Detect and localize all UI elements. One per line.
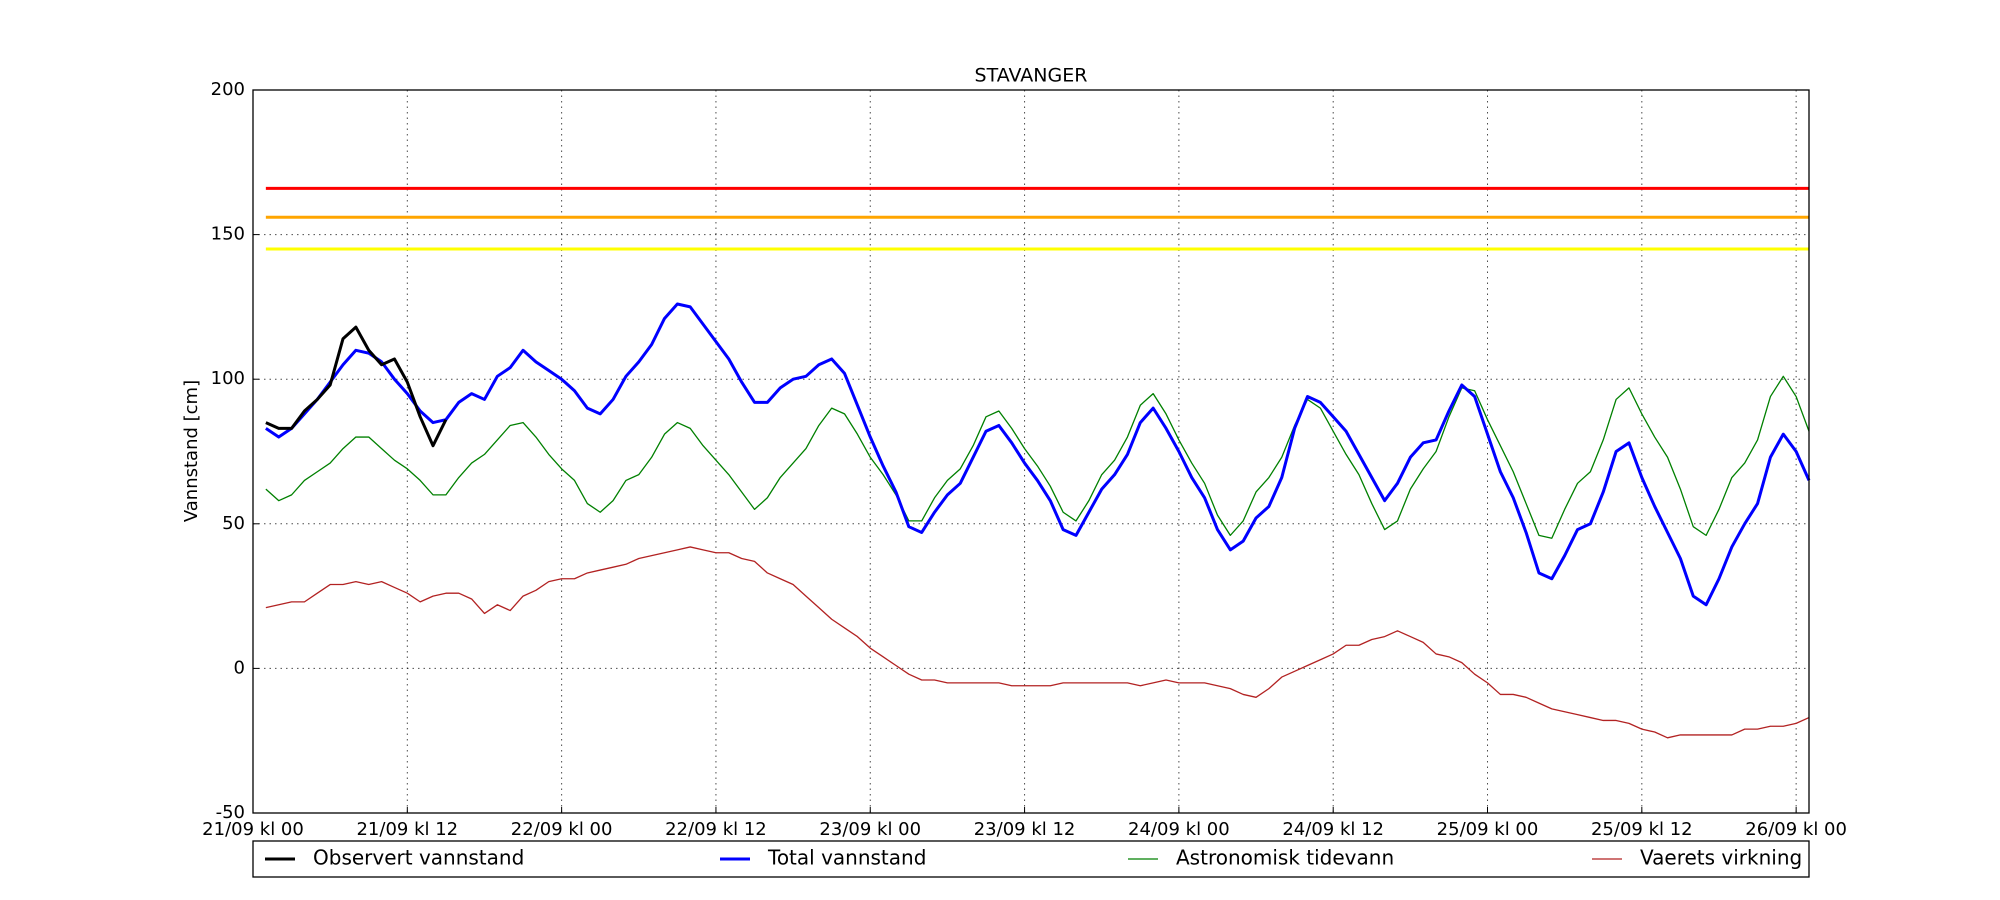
x-tick-label: 25/09 kl 12	[1591, 819, 1693, 840]
legend-label: Astronomisk tidevann	[1176, 846, 1394, 870]
x-tick-label: 25/09 kl 00	[1437, 819, 1539, 840]
legend-box	[252, 840, 1810, 878]
legend-label: Total vannstand	[767, 846, 926, 870]
series-line	[265, 546, 1810, 739]
x-tick-label: 23/09 kl 00	[819, 819, 921, 840]
chart-title: STAVANGER	[975, 65, 1088, 87]
x-tick-label: 24/09 kl 00	[1128, 819, 1230, 840]
y-tick-label: -50	[216, 802, 245, 823]
y-tick-label: 200	[211, 79, 245, 100]
y-tick-label: 0	[234, 657, 245, 678]
y-axis-label: Vannstand [cm]	[181, 380, 202, 522]
y-tick-label: 100	[211, 368, 245, 389]
series-line	[265, 302, 1811, 607]
x-tick-label: 21/09 kl 12	[356, 819, 458, 840]
series-line	[265, 325, 448, 448]
series-line	[265, 375, 1810, 539]
x-tick-label: 22/09 kl 12	[665, 819, 767, 840]
y-tick-label: 50	[222, 513, 245, 534]
x-tick-label: 26/09 kl 00	[1745, 819, 1847, 840]
x-tick-label: 24/09 kl 12	[1282, 819, 1384, 840]
y-tick-label: 150	[211, 224, 245, 245]
legend-label: Observert vannstand	[313, 846, 524, 870]
x-tick-label: 22/09 kl 00	[511, 819, 613, 840]
legend-label: Vaerets virkning	[1640, 846, 1802, 870]
x-tick-label: 23/09 kl 12	[974, 819, 1076, 840]
plot-frame	[252, 89, 1810, 814]
x-tick-label: 21/09 kl 00	[202, 819, 304, 840]
